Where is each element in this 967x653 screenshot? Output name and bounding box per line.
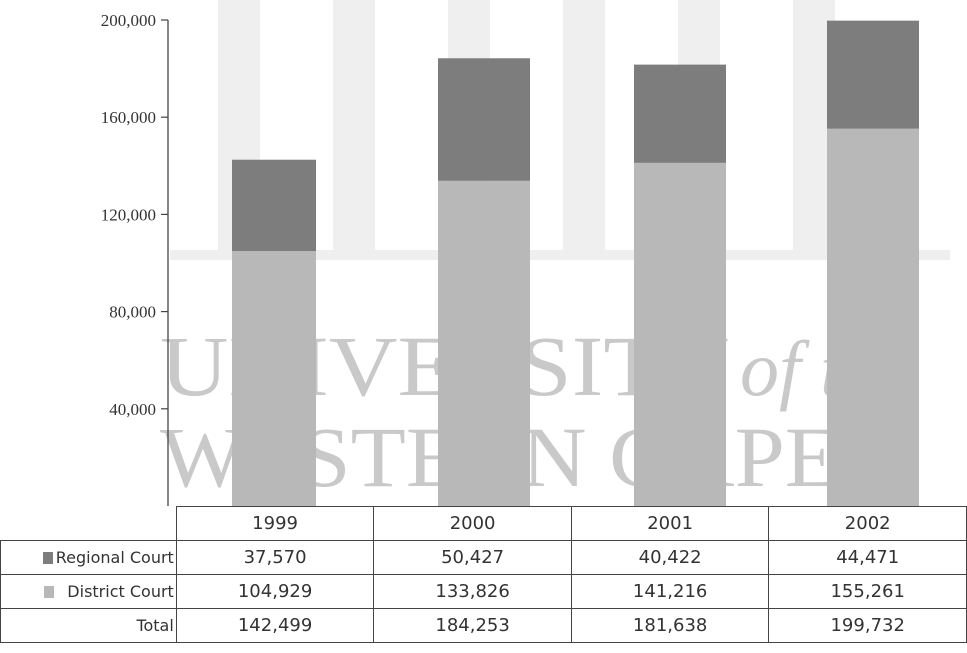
row-label-district-court: District Court (0, 574, 177, 609)
row-label-regional-court: Regional Court (0, 540, 177, 575)
row-label-text: Regional Court (55, 548, 174, 567)
column-header-2000: 2000 (373, 506, 572, 541)
table-cell: 40,422 (570, 540, 770, 575)
bar-district-court-2001 (634, 162, 726, 506)
watermark-pillar-base (170, 250, 950, 260)
y-tick-label: 40,000 (109, 400, 156, 419)
bar-regional-court-2002 (827, 20, 919, 129)
table-cell: 181,638 (570, 608, 770, 643)
table-cell: 141,216 (570, 574, 770, 609)
column-header-2001: 2001 (570, 506, 770, 541)
table-row-regional-court: Regional Court 37,570 50,427 40,422 44,4… (0, 540, 967, 575)
table-row-district-court: District Court 104,929 133,826 141,216 1… (0, 574, 967, 609)
row-label-text: District Court (67, 582, 174, 601)
table-cell: 142,499 (175, 608, 375, 643)
table-row-total: Total 142,499 184,253 181,638 199,732 (0, 608, 967, 643)
table-header-row: 1999 2000 2001 2002 (0, 506, 967, 541)
stacked-bar-chart: UNIVERSITY of the WESTERN CAPE 200,00016… (101, 0, 950, 506)
bar-regional-court-2000 (438, 58, 530, 181)
bar-district-court-2002 (827, 128, 919, 506)
table-cell: 133,826 (373, 574, 572, 609)
watermark-pillar (563, 0, 605, 250)
table-cell: 37,570 (175, 540, 375, 575)
table-cell: 184,253 (373, 608, 572, 643)
bar-regional-court-1999 (232, 159, 316, 252)
bar-regional-court-2001 (634, 64, 726, 163)
table-cell: 104,929 (175, 574, 375, 609)
y-tick-label: 200,000 (101, 11, 156, 30)
table-corner (0, 506, 177, 541)
y-tick-label: 80,000 (109, 303, 156, 322)
regional-court-swatch (42, 552, 53, 564)
column-header-2002: 2002 (768, 506, 967, 541)
table-cell: 199,732 (768, 608, 967, 643)
bars (232, 20, 919, 506)
row-label-total: Total (0, 608, 177, 643)
table-cell: 44,471 (768, 540, 967, 575)
y-tick-label: 120,000 (101, 205, 156, 224)
watermark-pillar (333, 0, 375, 250)
table-cell: 50,427 (373, 540, 572, 575)
district-court-swatch (44, 586, 55, 598)
bar-district-court-2000 (438, 180, 530, 506)
column-header-1999: 1999 (175, 506, 375, 541)
bar-district-court-1999 (232, 251, 316, 506)
data-table: 1999 2000 2001 2002 Regional Court 37,57… (0, 506, 967, 643)
row-label-text: Total (136, 616, 174, 635)
y-axis-ticks: 200,000 160,000 120,000 80,000 40,000 (101, 11, 168, 419)
y-tick-label: 160,000 (101, 108, 156, 127)
table-cell: 155,261 (768, 574, 967, 609)
